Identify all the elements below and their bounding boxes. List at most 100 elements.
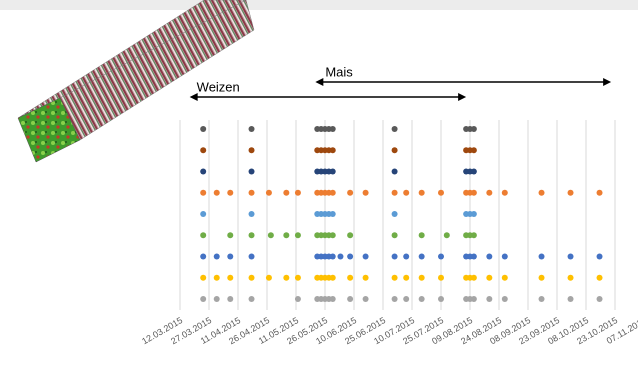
acquisition-dot <box>295 190 301 196</box>
arrow-head <box>315 78 323 86</box>
acquisition-dot <box>471 190 477 196</box>
acquisition-dot <box>363 296 369 302</box>
acquisition-dot <box>214 190 220 196</box>
acquisition-dot <box>438 254 444 260</box>
acquisition-dot <box>438 296 444 302</box>
acquisition-dot <box>597 296 603 302</box>
acquisition-dot <box>597 190 603 196</box>
acquisition-dot <box>392 169 398 175</box>
acquisition-dot <box>444 232 450 238</box>
acquisition-dot <box>214 296 220 302</box>
acquisition-dot <box>392 126 398 132</box>
acquisition-dot <box>249 254 255 260</box>
acquisition-dot <box>214 275 220 281</box>
acquisition-dot <box>249 232 255 238</box>
acquisition-dot <box>283 190 289 196</box>
acquisition-dot <box>403 296 409 302</box>
acquisition-dot <box>227 275 233 281</box>
acquisition-dot <box>419 275 425 281</box>
acquisition-dot <box>392 147 398 153</box>
span-label: Mais <box>325 64 353 79</box>
acquisition-dot <box>486 190 492 196</box>
chart: 12.03.201527.03.201511.04.201526.04.2015… <box>0 0 638 372</box>
acquisition-dot <box>249 190 255 196</box>
acquisition-dot <box>249 147 255 153</box>
acquisition-dot <box>295 275 301 281</box>
acquisition-dot <box>419 232 425 238</box>
acquisition-dot <box>249 211 255 217</box>
acquisition-dot <box>471 211 477 217</box>
acquisition-dot <box>200 147 206 153</box>
acquisition-dot <box>502 254 508 260</box>
acquisition-dot <box>502 296 508 302</box>
acquisition-dot <box>471 254 477 260</box>
acquisition-dot <box>403 190 409 196</box>
acquisition-dot <box>486 296 492 302</box>
acquisition-dot <box>249 296 255 302</box>
acquisition-dot <box>392 211 398 217</box>
acquisition-dot <box>539 275 545 281</box>
acquisition-dot <box>200 254 206 260</box>
acquisition-dot <box>597 254 603 260</box>
acquisition-dot <box>363 190 369 196</box>
acquisition-dot <box>200 232 206 238</box>
acquisition-dot <box>330 275 336 281</box>
acquisition-dot <box>330 211 336 217</box>
acquisition-dot <box>214 254 220 260</box>
acquisition-dot <box>502 190 508 196</box>
cube-side <box>60 0 254 140</box>
acquisition-dot <box>419 190 425 196</box>
acquisition-dot <box>200 296 206 302</box>
acquisition-dot <box>295 232 301 238</box>
acquisition-dot <box>539 254 545 260</box>
acquisition-dot <box>283 232 289 238</box>
acquisition-dot <box>330 232 336 238</box>
acquisition-dot <box>403 275 409 281</box>
acquisition-dot <box>539 296 545 302</box>
acquisition-dot <box>295 296 301 302</box>
acquisition-dot <box>392 254 398 260</box>
acquisition-dot <box>330 254 336 260</box>
span-label: Weizen <box>197 79 240 94</box>
acquisition-dot <box>337 254 343 260</box>
acquisition-dot <box>283 275 289 281</box>
acquisition-dot <box>392 275 398 281</box>
acquisition-dot <box>200 169 206 175</box>
acquisition-dot <box>486 254 492 260</box>
acquisition-dot <box>249 169 255 175</box>
acquisition-dot <box>330 190 336 196</box>
acquisition-dot <box>471 147 477 153</box>
acquisition-dot <box>419 296 425 302</box>
acquisition-dot <box>249 275 255 281</box>
acquisition-dot <box>268 232 274 238</box>
acquisition-dot <box>502 275 508 281</box>
acquisition-dot <box>419 254 425 260</box>
acquisition-dot <box>347 190 353 196</box>
acquisition-dot <box>568 190 574 196</box>
acquisition-dot <box>486 275 492 281</box>
arrow-head <box>603 78 611 86</box>
acquisition-dot <box>471 126 477 132</box>
acquisition-dot <box>597 275 603 281</box>
acquisition-dot <box>539 190 545 196</box>
acquisition-dot <box>330 126 336 132</box>
acquisition-dot <box>471 296 477 302</box>
acquisition-dot <box>347 254 353 260</box>
acquisition-dot <box>200 275 206 281</box>
acquisition-dot <box>200 190 206 196</box>
arrow-head <box>458 93 466 101</box>
acquisition-dot <box>330 296 336 302</box>
acquisition-dot <box>568 275 574 281</box>
acquisition-dot <box>347 296 353 302</box>
acquisition-dot <box>471 232 477 238</box>
acquisition-dot <box>438 190 444 196</box>
acquisition-dot <box>330 169 336 175</box>
acquisition-dot <box>227 190 233 196</box>
acquisition-dot <box>392 232 398 238</box>
acquisition-dot <box>227 254 233 260</box>
acquisition-dot <box>347 232 353 238</box>
acquisition-dot <box>403 254 409 260</box>
acquisition-dot <box>227 232 233 238</box>
acquisition-dot <box>200 211 206 217</box>
acquisition-dot <box>471 275 477 281</box>
